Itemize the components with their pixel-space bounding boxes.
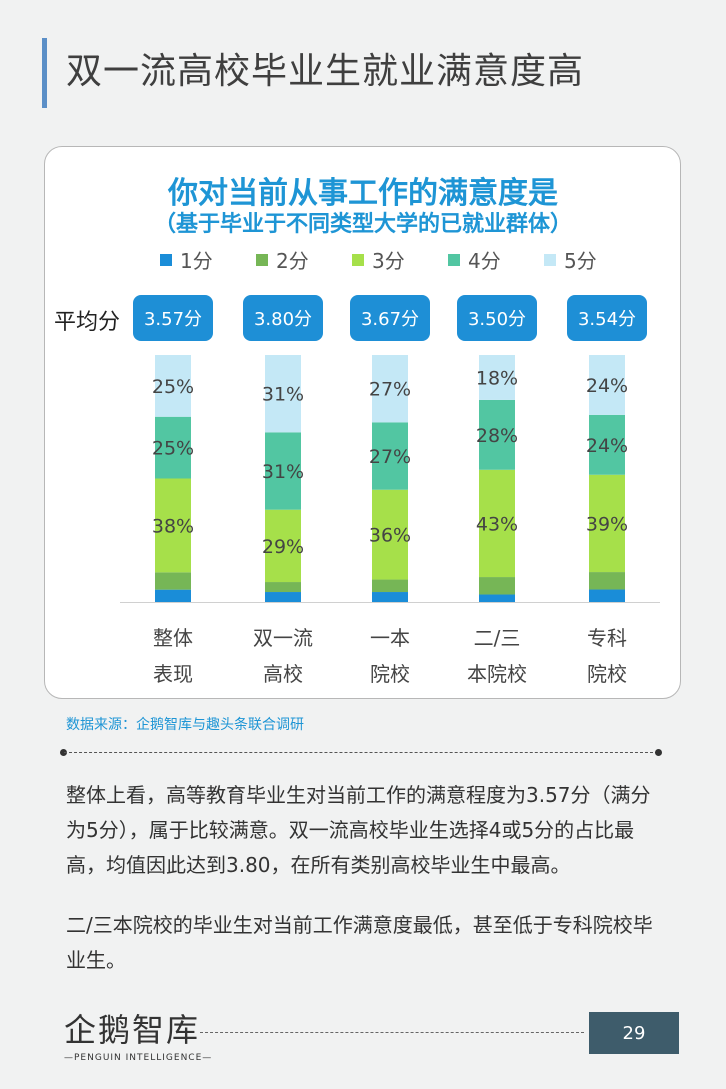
data-label: 31% [262,384,304,406]
chart-title: 你对当前从事工作的满意度是 [168,176,558,211]
bar-segment [155,478,191,573]
chart-subtitle: （基于毕业于不同类型大学的已就业群体） [153,212,572,237]
summary-paragraph-1: 整体上看，高等教育毕业生对当前工作的满意程度为3.57分（满分为5分），属于比较… [66,783,651,877]
category-label: 二/三本院校 [447,620,547,692]
bar-segment [479,355,515,400]
category-label-line: 专科 [587,626,627,650]
category-label: 双一流 高校 [233,620,333,692]
legend-label: 5分 [564,249,597,273]
category-label-line: 本院校 [467,662,527,686]
chart-card [44,146,681,699]
data-label: 36% [369,525,411,547]
logo-subtitle: —PENGUIN INTELLIGENCE— [64,1053,213,1063]
page-title: 双一流高校毕业生就业满意度高 [66,51,585,92]
bar-segment [479,399,515,470]
data-source: 数据来源：企鹅智库与趣头条联合调研 [66,717,304,733]
bar-segment [372,579,408,593]
bar-segment [265,582,301,593]
divider-dot-left [60,749,67,756]
bar-segment [479,594,515,602]
legend-swatch [352,253,364,266]
bar-segment [265,432,301,510]
bar-segment [589,355,625,415]
data-label: 25% [152,376,194,398]
data-label: 18% [476,367,518,389]
data-label: 43% [476,513,518,535]
legend-item: 2分 [256,245,352,274]
legend-item: 3分 [352,245,448,274]
bar-segment [372,422,408,490]
category-label: 一本 院校 [340,620,440,692]
data-label: 28% [476,425,518,447]
data-label: 24% [586,435,628,457]
logo-name: 企鹅智库 [64,1011,201,1049]
legend-item: 1分 [160,245,256,274]
category-label-line: 院校 [587,662,627,686]
average-score-label: 平均分 [54,310,121,335]
category-label-line: 整体 [153,626,193,650]
legend-label: 2分 [276,249,309,273]
average-badge: 3.50分 [457,295,537,341]
bar-segment [589,474,625,573]
data-label: 27% [369,379,411,401]
legend-label: 4分 [468,249,501,273]
category-label-line: 双一流 [253,626,313,650]
average-badge: 3.57分 [133,295,213,341]
legend-swatch [256,253,268,266]
average-badge: 3.67分 [350,295,430,341]
average-badge: 3.54分 [567,295,647,341]
bar-segment [589,589,625,602]
bar-segment [155,572,191,590]
data-label: 24% [586,375,628,397]
legend-label: 1分 [180,249,213,273]
bar-segment [372,355,408,423]
stacked-bar-chart: 38% 25% 25% 29% 31% 31% 36% 27% 27% 43% 28% 18% 39% 2… [120,355,660,603]
data-label: 31% [262,461,304,483]
data-label: 29% [262,536,304,558]
data-label: 25% [152,438,194,460]
footer-divider [200,1032,584,1033]
bar-segment [372,489,408,580]
page-number: 29 [589,1012,679,1054]
bar-segment [589,572,625,590]
bar-segment [155,589,191,602]
bar-segment [372,592,408,602]
title-accent-bar [42,38,47,108]
chart-legend: 1分 2分 3分 4分 5分 [160,245,640,274]
category-label-line: 二/三 [473,626,521,650]
divider-dot-right [655,749,662,756]
legend-swatch [160,253,172,266]
logo: 企鹅智库 —PENGUIN INTELLIGENCE— [64,1005,212,1063]
legend-item: 5分 [544,245,640,274]
category-label-line: 院校 [370,662,410,686]
bar-segment [479,577,515,595]
data-label: 39% [586,513,628,535]
legend-label: 3分 [372,249,405,273]
bar-segment [265,592,301,602]
legend-swatch [544,253,556,266]
summary-paragraph-2: 二/三本院校的毕业生对当前工作满意度最低，甚至低于专科院校毕业生。 [66,913,653,972]
data-label: 27% [369,446,411,468]
bar-segment [265,509,301,583]
category-label-line: 一本 [370,626,410,650]
category-label: 整体 表现 [123,620,223,692]
category-label-line: 高校 [263,662,303,686]
category-label: 专科 院校 [557,620,657,692]
bar-segment [589,414,625,475]
bar-segment [265,355,301,433]
bar-segment [155,416,191,479]
data-label: 38% [152,515,194,537]
category-label-line: 表现 [153,662,193,686]
average-badge: 3.80分 [243,295,323,341]
bar-segment [155,355,191,417]
legend-item: 4分 [448,245,544,274]
divider [64,752,658,753]
bar-segment [479,469,515,578]
legend-swatch [448,253,460,266]
